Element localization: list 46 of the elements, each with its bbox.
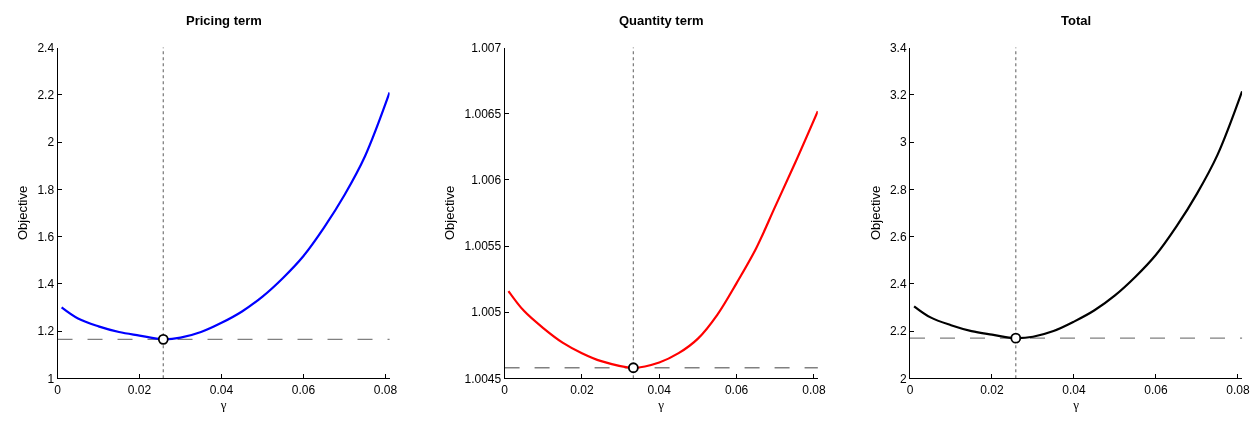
x-tick-label: 0.02	[127, 382, 152, 397]
x-tick-label: 0.06	[1144, 382, 1168, 397]
x-tick-label: 0.06	[724, 382, 749, 397]
x-tick-label: 0.04	[209, 382, 234, 397]
y-axis-title: Objective	[15, 185, 31, 241]
x-tick-label: 0.08	[802, 382, 826, 397]
y-tick-label: 1.006	[471, 173, 502, 188]
x-axis-title: γ	[1072, 397, 1080, 413]
y-tick-label: 2.4	[37, 40, 55, 55]
y-tick-label: 1.0045	[464, 371, 502, 386]
x-tick-label: 0.08	[373, 382, 398, 397]
y-axis-title: Objective	[867, 185, 883, 241]
y-tick-label: 3.4	[889, 40, 907, 55]
chart-title: Total	[1061, 13, 1092, 28]
x-axis-title: γ	[219, 397, 227, 413]
y-tick-label: 1.0055	[464, 239, 502, 254]
x-tick-label: 0	[906, 382, 914, 397]
x-tick-label: 0.02	[980, 382, 1004, 397]
y-tick-label: 2.2	[889, 324, 907, 339]
y-tick-label: 1.0065	[464, 106, 502, 121]
y-tick-label: 3	[899, 135, 907, 150]
x-tick-label: 0	[501, 382, 509, 397]
y-tick-label: 2.8	[889, 182, 907, 197]
y-tick-label: 1.007	[471, 40, 502, 55]
x-tick-label: 0.06	[291, 382, 316, 397]
y-tick-label: 2.2	[37, 88, 55, 103]
x-tick-label: 0.08	[1226, 382, 1250, 397]
y-tick-label: 3.2	[889, 88, 907, 103]
y-tick-label: 2.6	[889, 229, 907, 244]
y-tick-label: 2.4	[889, 277, 907, 292]
y-tick-label: 1	[47, 371, 55, 386]
y-tick-label: 1.8	[37, 182, 55, 197]
x-tick-label: 0.04	[1062, 382, 1086, 397]
x-axis-title: γ	[657, 397, 665, 413]
chart-title: Pricing term	[186, 13, 262, 28]
y-tick-label: 2	[47, 135, 55, 150]
y-tick-label: 2	[899, 371, 907, 386]
y-axis-title: Objective	[442, 185, 458, 241]
x-tick-label: 0.04	[647, 382, 672, 397]
x-tick-label: 0	[54, 382, 62, 397]
y-tick-label: 1.005	[471, 305, 502, 320]
x-tick-label: 0.02	[570, 382, 594, 397]
y-tick-label: 1.4	[37, 277, 55, 292]
y-tick-label: 1.6	[37, 229, 55, 244]
chart-title: Quantity term	[619, 13, 704, 28]
y-tick-label: 1.2	[37, 324, 55, 339]
